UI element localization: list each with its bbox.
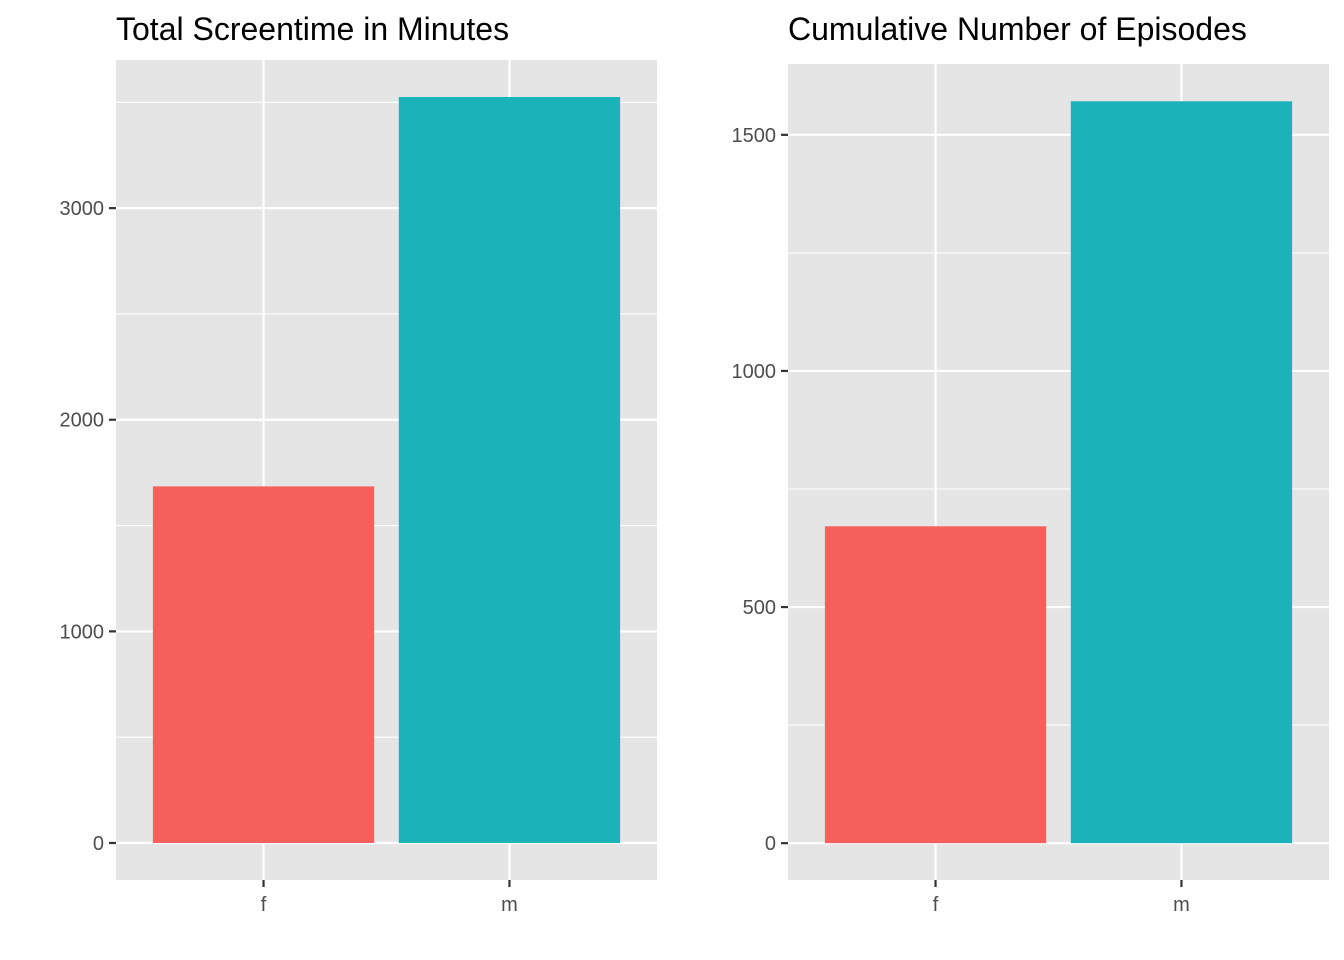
bar-f bbox=[824, 526, 1047, 844]
y-tick-label: 1500 bbox=[732, 125, 777, 147]
y-tick-label: 1000 bbox=[60, 621, 105, 643]
x-tick-label: m bbox=[1173, 894, 1190, 916]
y-tick-label: 2000 bbox=[60, 410, 105, 432]
chart-title: Total Screentime in Minutes bbox=[116, 11, 509, 47]
bar-m bbox=[398, 97, 621, 843]
y-tick-label: 0 bbox=[93, 833, 104, 855]
x-tick-label: f bbox=[933, 894, 939, 916]
y-axis: 0 500 1000 1500 bbox=[732, 125, 788, 855]
x-tick-label: f bbox=[261, 894, 267, 916]
bars bbox=[824, 101, 1293, 844]
y-axis: 0 1000 2000 3000 bbox=[60, 198, 116, 855]
chart-title: Cumulative Number of Episodes bbox=[788, 11, 1247, 47]
bars bbox=[152, 97, 621, 843]
bar-f bbox=[152, 486, 375, 843]
y-tick-label: 3000 bbox=[60, 198, 105, 220]
y-tick-label: 500 bbox=[743, 597, 776, 619]
y-tick-label: 0 bbox=[765, 833, 776, 855]
x-tick-label: m bbox=[501, 894, 518, 916]
y-tick-label: 1000 bbox=[732, 361, 777, 383]
bar-m bbox=[1070, 101, 1293, 844]
